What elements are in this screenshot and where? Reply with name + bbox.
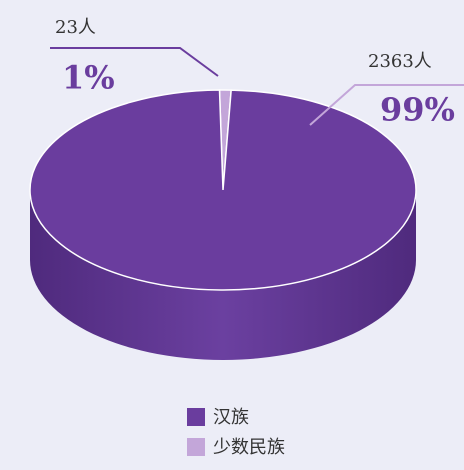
legend-label: 少数民族 [213, 437, 285, 458]
count-label: 2363人 [368, 51, 432, 72]
pie [29, 89, 417, 360]
legend-label: 汉族 [213, 407, 249, 428]
percent-label: 1% [62, 59, 115, 97]
percent-label: 99% [380, 91, 455, 129]
legend-swatch [187, 438, 205, 456]
leader-line [309, 84, 464, 126]
pie-slice [29, 89, 417, 291]
pie-side [30, 190, 416, 360]
legend-swatch [187, 408, 205, 426]
leader-line [50, 47, 219, 77]
count-label: 23人 [55, 17, 96, 38]
